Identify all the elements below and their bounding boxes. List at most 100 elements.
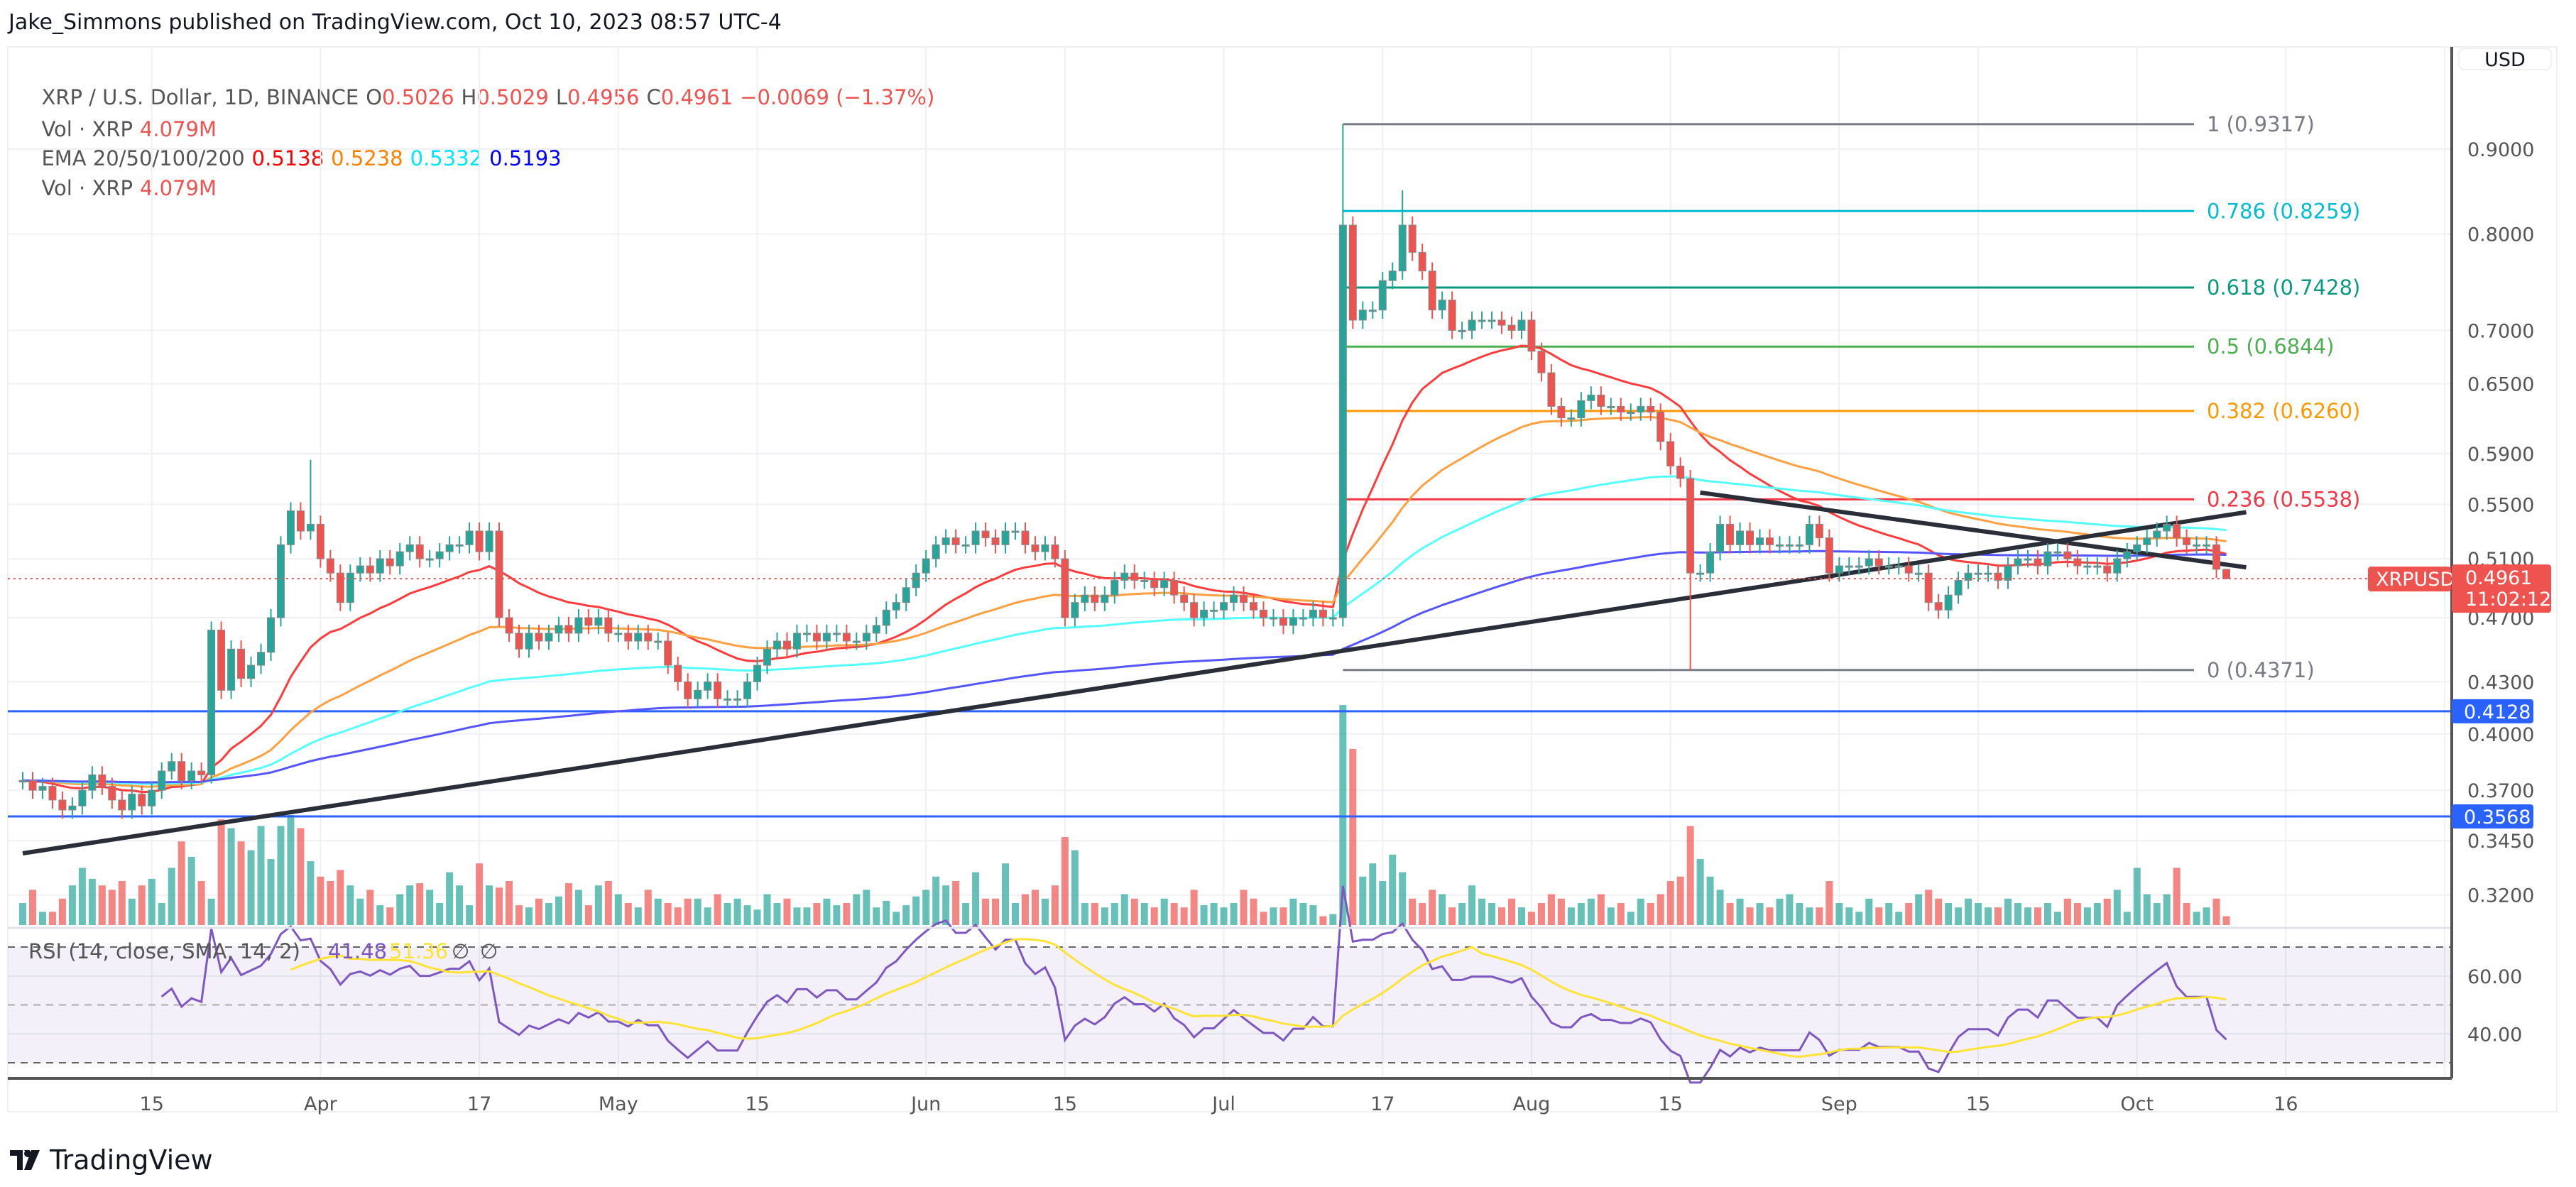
volume-bar (883, 900, 890, 925)
volume-bar (1835, 903, 1843, 925)
candle-body (2153, 530, 2161, 539)
price-tick-label: 0.9000 (2467, 139, 2534, 161)
rsi-sma-line (290, 938, 2227, 1059)
candle-body (1884, 565, 1893, 568)
volume-bar (1637, 898, 1644, 925)
candle-body (118, 799, 126, 811)
volume-bar (1686, 826, 1694, 925)
time-axis[interactable]: 15 Apr 17 May 15 Jun 15 Jul 17 Aug 15 Sep 15 Oct 16 (140, 1093, 2298, 1115)
candle-body (425, 558, 434, 561)
candle-body (733, 698, 742, 701)
volume-bar (1150, 907, 1158, 925)
volume-bar (197, 881, 205, 925)
candle-body (902, 587, 910, 603)
volume-bar (446, 872, 454, 925)
candle-body (654, 640, 662, 643)
candle-body (2183, 537, 2191, 545)
fib-level-label: 0.618 (0.7428) (2207, 275, 2360, 300)
volume-bar (1676, 876, 1684, 925)
candle-body (376, 558, 384, 574)
volume-bar (287, 815, 295, 925)
candle-body (1657, 411, 1665, 442)
volume-bar (1002, 863, 1010, 925)
candle-body (1091, 594, 1099, 603)
tradingview-logo[interactable]: TradingView (10, 1144, 213, 1176)
candle-body (1309, 609, 1317, 618)
candle-body (912, 572, 920, 589)
volume-bar (88, 878, 96, 925)
volume-bar (506, 881, 513, 925)
volume-bar (1458, 903, 1466, 925)
candle-body (1964, 572, 1972, 581)
candle-body (1299, 617, 1307, 620)
volume-bar (2073, 903, 2081, 925)
candle-body (714, 681, 722, 699)
volume-bar (1110, 903, 1118, 925)
ema-legend[interactable]: EMA 20/50/100/200 0.5138 0.5238 0.5332 0.519… (28, 122, 569, 170)
currency-button[interactable] (2458, 48, 2552, 70)
candle-body (1954, 579, 1963, 596)
candle-body (1716, 523, 1725, 552)
close-value: 0.4961 (660, 85, 733, 109)
candle-body (1180, 594, 1189, 603)
low-value: 0.4956 (567, 85, 640, 109)
price-axis[interactable]: 0.90000.80000.70000.65000.59000.55000.51… (2368, 139, 2551, 1046)
candle-body (1726, 523, 1735, 545)
horizontal-lines[interactable] (8, 710, 2452, 818)
candle-body (1120, 572, 1129, 581)
symbol-legend[interactable]: XRP / U.S. Dollar, 1D, BINANCE O0.5026 H0.… (28, 61, 942, 109)
trendlines[interactable] (22, 490, 2247, 855)
rsi-label[interactable]: RSI (14, close, SMA, 14, 2) (28, 939, 300, 963)
candle-body (1388, 270, 1397, 281)
volume-bar (1925, 890, 1933, 925)
volume-value: 4.079M (139, 176, 217, 200)
fib-retracement[interactable]: 1 (0.9317) 0.786 (0.8259) 0.618 (0.7428) 0.… (1343, 112, 2360, 682)
volume-bar (168, 868, 175, 925)
volume-bar (1647, 903, 1654, 925)
candle-body (158, 770, 166, 791)
candle-body (405, 544, 414, 552)
candle-body (1348, 224, 1357, 321)
candle-body (296, 510, 305, 532)
volume-bar (58, 898, 66, 925)
fib-level-label: 0 (0.4371) (2207, 658, 2315, 682)
candle-body (1815, 523, 1823, 539)
volume-bar (1527, 912, 1535, 925)
volume-legend-2[interactable]: Vol · XRP 4.079M (28, 152, 224, 200)
candle-body (1924, 572, 1933, 603)
volume-bar (2212, 898, 2220, 925)
volume-legend[interactable]: Vol · XRP 4.079M (28, 93, 224, 141)
volume-bar (525, 907, 533, 925)
candle-body (1934, 602, 1943, 611)
volume-bar (2004, 898, 2012, 925)
candle-body (535, 633, 543, 642)
candle-body (346, 572, 354, 603)
candle-body (1101, 594, 1109, 603)
volume-bar (1994, 907, 2002, 925)
volume-bar (912, 896, 920, 925)
volume-bar (1935, 898, 1943, 925)
candle-body (1647, 405, 1655, 412)
open-value: 0.5026 (382, 85, 454, 109)
change-value: −0.0069 (−1.37%) (740, 85, 935, 109)
time-tick-label: 15 (1659, 1093, 1683, 1115)
volume-bar (2173, 868, 2181, 925)
price-tick-label: 0.4300 (2467, 672, 2534, 694)
candle-body (545, 633, 553, 642)
candle-body (932, 544, 940, 559)
candle-body (1250, 602, 1258, 611)
volume-bars (19, 705, 2230, 925)
candle-body (574, 617, 583, 634)
ema100-line (22, 475, 2227, 785)
volume-bar (1101, 907, 1108, 925)
candle-body (1001, 530, 1010, 545)
rsi-tick-label: 40.00 (2467, 1024, 2522, 1046)
candle-body (1547, 372, 1556, 407)
price-tick-label: 0.3450 (2467, 831, 2534, 853)
volume-bar (1061, 837, 1069, 925)
price-tick-label: 0.5900 (2467, 444, 2534, 466)
time-tick-label: 15 (1966, 1093, 1990, 1115)
candle-body (684, 681, 692, 699)
volume-bar (1985, 907, 1992, 925)
